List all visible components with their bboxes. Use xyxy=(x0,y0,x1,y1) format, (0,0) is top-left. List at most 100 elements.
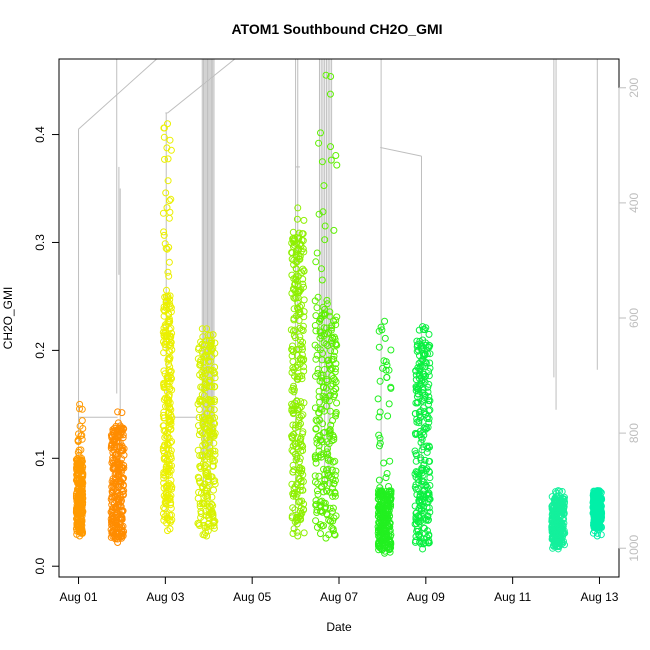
data-point xyxy=(423,504,431,511)
data-point xyxy=(203,401,211,409)
data-point xyxy=(298,356,306,364)
data-point xyxy=(548,517,556,525)
data-point xyxy=(418,464,426,472)
data-point xyxy=(109,426,117,434)
data-point xyxy=(112,530,120,537)
data-point xyxy=(296,454,304,462)
data-point xyxy=(313,304,321,312)
data-point xyxy=(199,419,207,427)
data-point xyxy=(166,417,174,425)
data-point xyxy=(74,437,82,445)
data-point xyxy=(376,377,384,385)
data-point xyxy=(166,300,174,308)
data-point xyxy=(161,513,169,521)
data-point xyxy=(311,452,319,460)
data-point xyxy=(313,351,321,359)
data-point xyxy=(163,144,171,152)
data-point xyxy=(288,289,296,297)
data-point xyxy=(328,324,335,332)
data-point xyxy=(320,182,328,190)
data-point xyxy=(114,494,122,502)
data-point xyxy=(109,437,117,445)
data-point xyxy=(321,236,329,244)
data-point xyxy=(166,385,174,393)
data-point xyxy=(204,331,212,339)
data-point xyxy=(330,480,338,488)
plot-frame xyxy=(58,58,620,578)
data-point xyxy=(333,399,341,407)
pressure-line xyxy=(167,58,236,114)
data-point xyxy=(312,455,319,463)
data-point xyxy=(294,299,302,307)
data-point xyxy=(288,446,296,454)
data-point xyxy=(421,456,429,464)
data-point xyxy=(326,90,334,98)
y2-tick-label: 200 xyxy=(627,77,641,97)
data-point xyxy=(421,486,429,494)
data-point xyxy=(200,367,208,375)
data-point xyxy=(288,271,296,279)
data-point xyxy=(417,456,425,464)
data-point xyxy=(323,377,331,385)
data-point xyxy=(325,427,333,435)
data-point xyxy=(162,432,170,440)
data-point xyxy=(296,512,304,520)
data-point xyxy=(290,286,298,294)
data-point xyxy=(205,378,213,386)
data-point xyxy=(113,517,121,525)
data-point xyxy=(194,446,202,454)
data-point xyxy=(381,526,389,534)
data-point xyxy=(425,372,433,380)
data-point xyxy=(74,485,82,493)
x-tick-label: Aug 05 xyxy=(233,590,271,604)
x-axis-label: Date xyxy=(326,620,352,634)
data-point xyxy=(320,465,327,473)
data-point xyxy=(160,367,168,375)
data-point xyxy=(296,475,304,483)
data-point xyxy=(413,393,421,401)
x-tick-label: Aug 03 xyxy=(146,590,184,604)
data-point xyxy=(312,258,320,266)
data-point xyxy=(159,447,167,455)
data-point xyxy=(332,365,339,373)
data-point xyxy=(77,507,85,515)
data-point xyxy=(553,529,561,537)
data-point xyxy=(317,530,324,538)
data-point xyxy=(424,383,432,391)
data-point xyxy=(324,445,331,453)
data-point xyxy=(77,459,85,466)
data-point xyxy=(112,478,120,486)
data-point xyxy=(195,474,203,482)
data-point xyxy=(313,439,321,447)
data-point xyxy=(77,432,85,440)
data-point xyxy=(198,340,206,348)
data-point xyxy=(298,301,305,309)
data-point xyxy=(594,506,602,514)
data-point xyxy=(381,539,388,547)
data-point xyxy=(116,496,123,503)
data-point xyxy=(313,487,321,495)
data-point xyxy=(296,308,304,316)
data-point xyxy=(162,494,170,502)
data-point xyxy=(314,490,322,498)
data-point xyxy=(299,338,307,346)
data-point xyxy=(210,369,218,376)
data-point-max xyxy=(114,408,122,416)
data-point xyxy=(312,355,320,363)
data-point xyxy=(413,516,421,524)
data-point xyxy=(300,529,308,537)
data-point xyxy=(291,399,299,407)
y2-axis-pressure: 200 400 600 800 1000 xyxy=(618,77,641,562)
data-point xyxy=(294,287,302,295)
data-point xyxy=(296,255,304,263)
data-point xyxy=(120,451,128,459)
data-point-min xyxy=(554,545,562,553)
data-point xyxy=(380,459,388,467)
data-point xyxy=(165,413,173,421)
data-point xyxy=(331,477,339,484)
data-point xyxy=(210,439,218,447)
data-point xyxy=(289,504,297,512)
data-point xyxy=(200,358,208,366)
data-point xyxy=(293,215,301,223)
data-point xyxy=(77,517,85,525)
